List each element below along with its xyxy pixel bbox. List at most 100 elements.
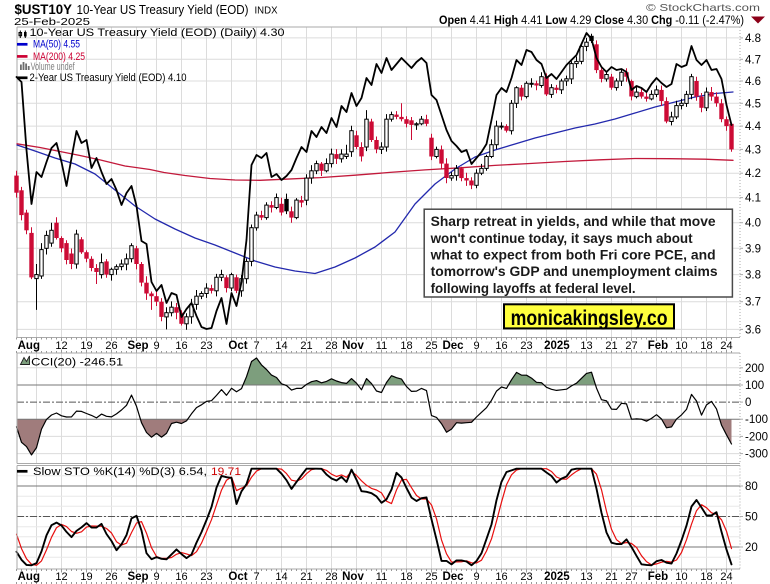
svg-text:Aug: Aug (18, 571, 40, 583)
svg-text:12: 12 (55, 571, 67, 583)
svg-text:23: 23 (200, 571, 212, 583)
svg-text:MA(200) 4.25: MA(200) 4.25 (33, 51, 85, 63)
svg-text:4.4: 4.4 (745, 121, 762, 133)
svg-text:3.8: 3.8 (745, 270, 761, 282)
svg-text:MA(50) 4.55: MA(50) 4.55 (33, 39, 80, 51)
svg-text:$UST10Y: $UST10Y (15, 2, 73, 17)
svg-text:14: 14 (275, 340, 287, 352)
svg-text:Open 4.41 High 4.41 Low 4.29 C: Open 4.41 High 4.41 Low 4.29 Close 4.30 … (439, 15, 744, 27)
svg-text:Slow STO %K(14) %D(3) 6.54,: Slow STO %K(14) %D(3) 6.54, (33, 466, 207, 478)
svg-text:Nov: Nov (342, 340, 364, 352)
svg-text:-200: -200 (745, 431, 768, 443)
svg-text:26: 26 (105, 571, 117, 583)
svg-text:19: 19 (80, 340, 92, 352)
svg-text:3.9: 3.9 (745, 243, 761, 255)
svg-text:Oct: Oct (228, 571, 247, 583)
svg-text:Aug: Aug (18, 340, 40, 352)
svg-text:monicakingsley.co: monicakingsley.co (511, 307, 668, 330)
svg-text:following layoffs at federal l: following layoffs at federal level. (431, 280, 636, 296)
svg-text:-300: -300 (745, 449, 768, 461)
svg-text:21: 21 (605, 571, 617, 583)
svg-text:28: 28 (325, 571, 337, 583)
svg-text:27: 27 (625, 340, 637, 352)
svg-text:25: 25 (425, 340, 437, 352)
svg-text:4.1: 4.1 (745, 193, 761, 205)
svg-text:19: 19 (80, 571, 92, 583)
svg-text:23: 23 (200, 340, 212, 352)
svg-text:Sep: Sep (127, 571, 148, 583)
svg-text:21: 21 (300, 340, 312, 352)
svg-text:Sharp retreat in yields, and w: Sharp retreat in yields, and while that … (431, 213, 716, 229)
svg-text:24: 24 (720, 571, 732, 583)
svg-text:7: 7 (253, 571, 259, 583)
svg-text:25-Feb-2025: 25-Feb-2025 (14, 16, 90, 28)
svg-text:18: 18 (700, 571, 712, 583)
svg-text:11: 11 (376, 340, 387, 352)
svg-text:18: 18 (700, 340, 712, 352)
svg-text:2-Year US Treasury Yield (EOD): 2-Year US Treasury Yield (EOD) 4.10 (30, 72, 187, 84)
svg-text:10-Year US Treasury Yield (EOD: 10-Year US Treasury Yield (EOD) (Daily) … (30, 27, 285, 39)
svg-text:200: 200 (745, 363, 764, 375)
svg-text:won't continue today, it says: won't continue today, it says much about (430, 230, 693, 246)
svg-text:7: 7 (253, 340, 259, 352)
svg-text:Dec: Dec (442, 571, 464, 583)
svg-text:Feb: Feb (648, 571, 668, 583)
svg-text:INDX: INDX (255, 6, 278, 17)
svg-text:4.8: 4.8 (745, 33, 761, 45)
svg-text:3.7: 3.7 (745, 297, 761, 309)
svg-text:4.2: 4.2 (745, 168, 761, 180)
svg-text:what to expect from both Fri c: what to expect from both Fri core PCE, a… (430, 247, 716, 263)
svg-text:Oct: Oct (228, 340, 247, 352)
svg-text:25: 25 (425, 571, 437, 583)
svg-text:0: 0 (745, 397, 751, 409)
svg-text:13: 13 (580, 571, 592, 583)
svg-text:12: 12 (55, 340, 67, 352)
svg-text:26: 26 (105, 340, 117, 352)
svg-text:80: 80 (745, 481, 758, 493)
svg-text:21: 21 (300, 571, 312, 583)
svg-text:10: 10 (675, 340, 687, 352)
svg-text:100: 100 (745, 380, 764, 392)
svg-text:Feb: Feb (648, 340, 668, 352)
svg-text:28: 28 (325, 340, 337, 352)
svg-text:20: 20 (745, 542, 758, 554)
svg-text:Nov: Nov (342, 571, 364, 583)
svg-text:4.5: 4.5 (745, 98, 761, 110)
svg-text:27: 27 (625, 571, 637, 583)
svg-text:23: 23 (520, 571, 532, 583)
svg-text:18: 18 (400, 340, 412, 352)
svg-text:Volume undef: Volume undef (31, 61, 76, 73)
svg-text:Dec: Dec (442, 340, 464, 352)
svg-text:4.7: 4.7 (745, 54, 761, 66)
svg-text:4.3: 4.3 (745, 144, 761, 156)
svg-text:16: 16 (495, 571, 507, 583)
svg-text:13: 13 (580, 340, 592, 352)
svg-text:23: 23 (520, 340, 532, 352)
svg-text:© StockCharts.com: © StockCharts.com (646, 2, 760, 14)
svg-text:9: 9 (153, 340, 159, 352)
svg-text:24: 24 (720, 340, 732, 352)
svg-text:CCI(20) -246.51: CCI(20) -246.51 (31, 357, 123, 369)
svg-text:4.0: 4.0 (745, 218, 761, 230)
svg-text:18: 18 (400, 571, 412, 583)
svg-text:9: 9 (473, 340, 479, 352)
svg-text:3.6: 3.6 (745, 324, 761, 336)
svg-text:21: 21 (605, 340, 617, 352)
svg-text:tomorrow's GDP and unemploymen: tomorrow's GDP and unemployment claims (431, 263, 718, 279)
svg-text:-100: -100 (745, 414, 768, 426)
svg-text:11: 11 (376, 571, 387, 583)
svg-text:19.71: 19.71 (211, 466, 241, 478)
svg-text:10: 10 (675, 571, 687, 583)
svg-text:Sep: Sep (127, 340, 148, 352)
svg-text:10-Year US Treasury Yield (EOD: 10-Year US Treasury Yield (EOD) (77, 3, 249, 17)
svg-text:50: 50 (745, 512, 758, 524)
svg-text:4.6: 4.6 (745, 76, 761, 88)
svg-text:14: 14 (275, 571, 287, 583)
svg-text:9: 9 (153, 571, 159, 583)
svg-text:16: 16 (175, 340, 187, 352)
svg-text:9: 9 (473, 571, 479, 583)
svg-text:16: 16 (175, 571, 187, 583)
svg-text:2025: 2025 (544, 571, 570, 583)
svg-text:2025: 2025 (544, 340, 570, 352)
svg-text:16: 16 (495, 340, 507, 352)
